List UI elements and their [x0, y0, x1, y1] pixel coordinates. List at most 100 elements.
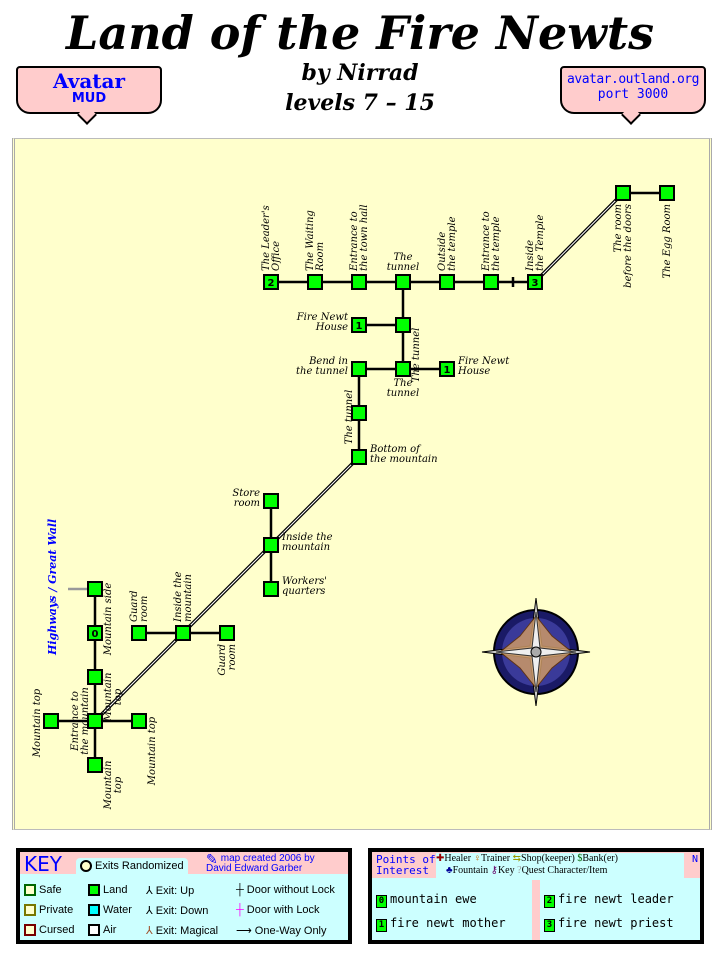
badge-avatar: Avatar: [52, 69, 126, 93]
room-square[interactable]: [351, 317, 367, 333]
room-square[interactable]: [659, 185, 675, 201]
room-square[interactable]: [395, 317, 411, 333]
exit-down-icon: ⅄: [146, 905, 153, 917]
server-host: avatar.outland.org: [567, 72, 699, 87]
room[interactable]: [615, 185, 631, 201]
room-label: room: [234, 498, 260, 509]
room-square[interactable]: [131, 625, 147, 641]
room-square[interactable]: [351, 449, 367, 465]
room-square[interactable]: [351, 361, 367, 377]
room[interactable]: 0: [87, 625, 103, 641]
room-label: Guard: [217, 644, 228, 676]
room[interactable]: [219, 625, 235, 641]
room[interactable]: [659, 185, 675, 201]
room[interactable]: [483, 274, 499, 290]
room[interactable]: 1: [439, 361, 455, 377]
room-label: The room: [613, 204, 624, 253]
poi-marker: 2: [268, 278, 275, 289]
key-private: Private: [39, 904, 74, 916]
room-square[interactable]: [395, 274, 411, 290]
room-label: Mountain: [103, 761, 114, 811]
room-label: Mountain side: [103, 583, 114, 657]
room-square[interactable]: [87, 625, 103, 641]
room-label: Guard: [129, 590, 140, 622]
room-square[interactable]: [87, 713, 103, 729]
room-square[interactable]: [219, 625, 235, 641]
room[interactable]: [263, 537, 279, 553]
room[interactable]: [87, 581, 103, 597]
room[interactable]: [351, 405, 367, 421]
room[interactable]: 2: [263, 274, 279, 290]
room[interactable]: [439, 274, 455, 290]
room-label: the tunnel: [296, 366, 348, 377]
room-label: Workers': [282, 576, 327, 587]
room-label: the temple: [447, 216, 458, 271]
room[interactable]: [351, 361, 367, 377]
room[interactable]: [351, 449, 367, 465]
room-square[interactable]: [87, 669, 103, 685]
poi-name: fire newt mother: [390, 916, 506, 930]
poi-number: 0: [376, 895, 387, 908]
bank-icon: $: [577, 853, 583, 864]
room-square[interactable]: [131, 713, 147, 729]
land-swatch: [88, 884, 100, 896]
room-square[interactable]: [395, 361, 411, 377]
room[interactable]: [87, 669, 103, 685]
room[interactable]: [263, 581, 279, 597]
room-square[interactable]: [351, 274, 367, 290]
room-square[interactable]: [263, 537, 279, 553]
room[interactable]: [131, 625, 147, 641]
room-square[interactable]: [351, 405, 367, 421]
room-square[interactable]: [87, 757, 103, 773]
legend-key: Key: [497, 865, 515, 876]
room-square[interactable]: [43, 713, 59, 729]
water-swatch: [88, 904, 100, 916]
room-square[interactable]: [527, 274, 543, 290]
room[interactable]: [87, 757, 103, 773]
room-square[interactable]: [483, 274, 499, 290]
room[interactable]: [263, 493, 279, 509]
room-square[interactable]: [439, 274, 455, 290]
air-swatch: [88, 924, 100, 936]
room-label: Store: [232, 488, 260, 499]
room-label: tunnel: [387, 388, 419, 399]
room[interactable]: [175, 625, 191, 641]
poi-number: 1: [376, 919, 387, 932]
key-cursed: Cursed: [39, 924, 75, 936]
room-label: Outside: [437, 232, 448, 271]
key-icon: ⚷: [490, 865, 498, 876]
room[interactable]: [351, 274, 367, 290]
room[interactable]: [307, 274, 323, 290]
room[interactable]: 1: [351, 317, 367, 333]
room-square[interactable]: [175, 625, 191, 641]
poi-title-1: Points of: [376, 853, 436, 866]
divider: [532, 880, 540, 940]
room[interactable]: [395, 361, 411, 377]
room-square[interactable]: [439, 361, 455, 377]
key-safe: Safe: [39, 884, 62, 896]
room[interactable]: [87, 713, 103, 729]
room-square[interactable]: [263, 274, 279, 290]
room-label: Entrance to: [481, 211, 492, 272]
room[interactable]: [131, 713, 147, 729]
room[interactable]: 3: [527, 274, 543, 290]
room-square[interactable]: [87, 581, 103, 597]
room[interactable]: [395, 317, 411, 333]
quest-icon: ?: [517, 865, 522, 876]
room-label: Entrance to: [349, 211, 360, 272]
key-title: KEY: [24, 852, 62, 876]
compass-rose-icon: [481, 597, 591, 707]
room-square[interactable]: [263, 493, 279, 509]
room-square[interactable]: [263, 581, 279, 597]
door-without-lock-icon: ┼: [236, 884, 244, 896]
poi-entry: 3 fire newt priest: [544, 916, 674, 932]
room-square[interactable]: [615, 185, 631, 201]
room[interactable]: [43, 713, 59, 729]
room-label: the town hall: [359, 204, 370, 271]
room[interactable]: [395, 274, 411, 290]
room-square[interactable]: [307, 274, 323, 290]
room-label: Mountain top: [32, 688, 43, 758]
room-label: the temple: [491, 216, 502, 271]
room-label: the mountain: [80, 687, 91, 755]
key-water: Water: [103, 904, 132, 916]
